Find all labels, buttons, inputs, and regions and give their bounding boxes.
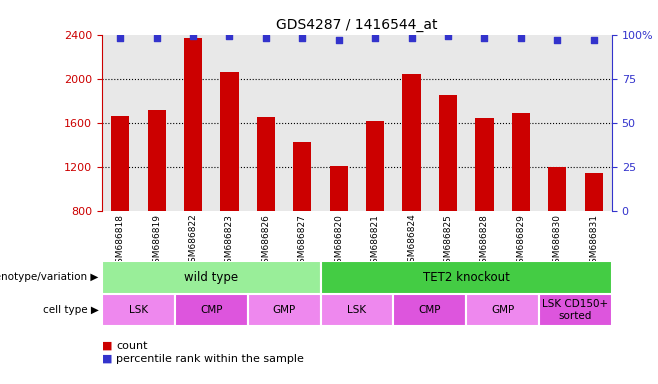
Point (370, 35, 380, 41)
Point (479, 35, 490, 41)
Text: genotype/variation ▶: genotype/variation ▶ (0, 272, 99, 283)
Bar (257, 118, 275, 211)
Bar (293, 142, 311, 211)
Text: CMP: CMP (200, 305, 222, 315)
Bar (330, 166, 348, 211)
Bar (111, 116, 130, 211)
Point (334, 37, 344, 43)
Text: LSK: LSK (129, 305, 148, 315)
Text: GMP: GMP (272, 305, 295, 315)
Point (151, 35, 162, 41)
Bar (220, 72, 239, 211)
Text: cell type ▶: cell type ▶ (43, 305, 99, 315)
Bar (512, 113, 530, 211)
Text: LSK CD150+
sorted: LSK CD150+ sorted (542, 299, 609, 321)
Text: ■: ■ (102, 354, 113, 364)
Point (297, 35, 307, 41)
Point (261, 35, 271, 41)
Title: GDS4287 / 1416544_at: GDS4287 / 1416544_at (276, 18, 438, 32)
Text: count: count (116, 341, 148, 351)
Text: GSM686819: GSM686819 (152, 214, 161, 269)
Point (516, 35, 526, 41)
Bar (102, 294, 175, 326)
Text: GSM686824: GSM686824 (407, 214, 416, 268)
Text: GSM686827: GSM686827 (298, 214, 307, 268)
Bar (147, 110, 166, 211)
Bar (467, 294, 539, 326)
Text: GSM686823: GSM686823 (225, 214, 234, 268)
Bar (393, 294, 467, 326)
Text: GSM686831: GSM686831 (589, 214, 598, 269)
Bar (366, 121, 384, 211)
Text: GSM686828: GSM686828 (480, 214, 489, 268)
Bar (584, 172, 603, 211)
Text: CMP: CMP (418, 305, 441, 315)
Text: GSM686830: GSM686830 (553, 214, 562, 269)
Bar (548, 167, 567, 211)
Bar (475, 119, 494, 211)
Text: GSM686820: GSM686820 (334, 214, 343, 268)
Text: GSM686818: GSM686818 (116, 214, 125, 269)
Bar (102, 261, 320, 294)
Point (224, 33, 235, 40)
Point (188, 33, 198, 40)
Point (588, 37, 599, 43)
Bar (403, 74, 420, 211)
Text: GSM686826: GSM686826 (261, 214, 270, 268)
Point (115, 35, 126, 41)
Text: GSM686822: GSM686822 (189, 214, 197, 268)
Bar (320, 261, 612, 294)
Text: percentile rank within the sample: percentile rank within the sample (116, 354, 305, 364)
Point (443, 33, 453, 40)
Bar (175, 294, 247, 326)
Text: GMP: GMP (491, 305, 515, 315)
Text: TET2 knockout: TET2 knockout (423, 271, 510, 284)
Bar (320, 294, 393, 326)
Bar (184, 38, 202, 211)
Bar (439, 95, 457, 211)
Text: wild type: wild type (184, 271, 238, 284)
Text: ■: ■ (102, 341, 113, 351)
Bar (247, 294, 320, 326)
Text: GSM686829: GSM686829 (517, 214, 525, 268)
Text: GSM686821: GSM686821 (370, 214, 380, 268)
Point (552, 37, 563, 43)
Text: LSK: LSK (347, 305, 367, 315)
Bar (539, 294, 612, 326)
Point (407, 35, 417, 41)
Text: GSM686825: GSM686825 (443, 214, 453, 268)
